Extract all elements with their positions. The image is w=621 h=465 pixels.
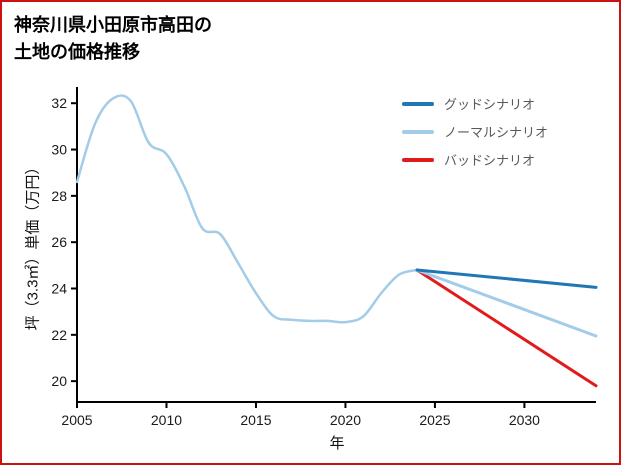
x-tick-label: 2005 (61, 412, 92, 428)
chart-title: 神奈川県小田原市高田の 土地の価格推移 (14, 12, 212, 66)
legend-swatch-good-scenario (402, 101, 434, 106)
legend-item-normal-scenario: ノーマルシナリオ (402, 122, 548, 141)
y-tick-label: 22 (51, 327, 67, 343)
y-tick-label: 24 (51, 281, 67, 297)
y-tick-label: 26 (51, 234, 67, 250)
good-scenario-line (415, 268, 598, 289)
legend-item-good-scenario: グッドシナリオ (402, 94, 548, 113)
y-tick-label: 30 (51, 142, 67, 158)
normal-scenario-line (415, 268, 598, 338)
legend-swatch-bad-scenario (402, 157, 434, 162)
x-tick-label: 2030 (509, 412, 540, 428)
legend-label-normal-scenario: ノーマルシナリオ (444, 125, 549, 140)
chart-title-line2: 土地の価格推移 (14, 42, 140, 62)
y-tick-label: 20 (51, 373, 67, 389)
historical-price-line (75, 94, 419, 324)
legend-label-good-scenario: グッドシナリオ (444, 97, 536, 112)
y-tick-label: 32 (51, 95, 67, 111)
legend-item-bad-scenario: バッドシナリオ (402, 150, 548, 169)
bad-scenario-line (415, 268, 598, 388)
legend-swatch-normal-scenario (402, 129, 434, 134)
chart-title-line1: 神奈川県小田原市高田の (14, 15, 212, 35)
legend: グッドシナリオ ノーマルシナリオ バッドシナリオ (402, 94, 548, 169)
x-tick-label: 2015 (240, 412, 271, 428)
x-axis-label: 年 (329, 435, 345, 452)
x-tick-label: 2010 (151, 412, 182, 428)
legend-label-bad-scenario: バッドシナリオ (444, 153, 536, 168)
y-tick-label: 28 (51, 188, 67, 204)
x-tick-label: 2025 (419, 412, 450, 428)
x-tick-label: 2020 (330, 412, 361, 428)
y-axis-label: 坪（3.3㎡）単価（万円） (24, 159, 42, 331)
